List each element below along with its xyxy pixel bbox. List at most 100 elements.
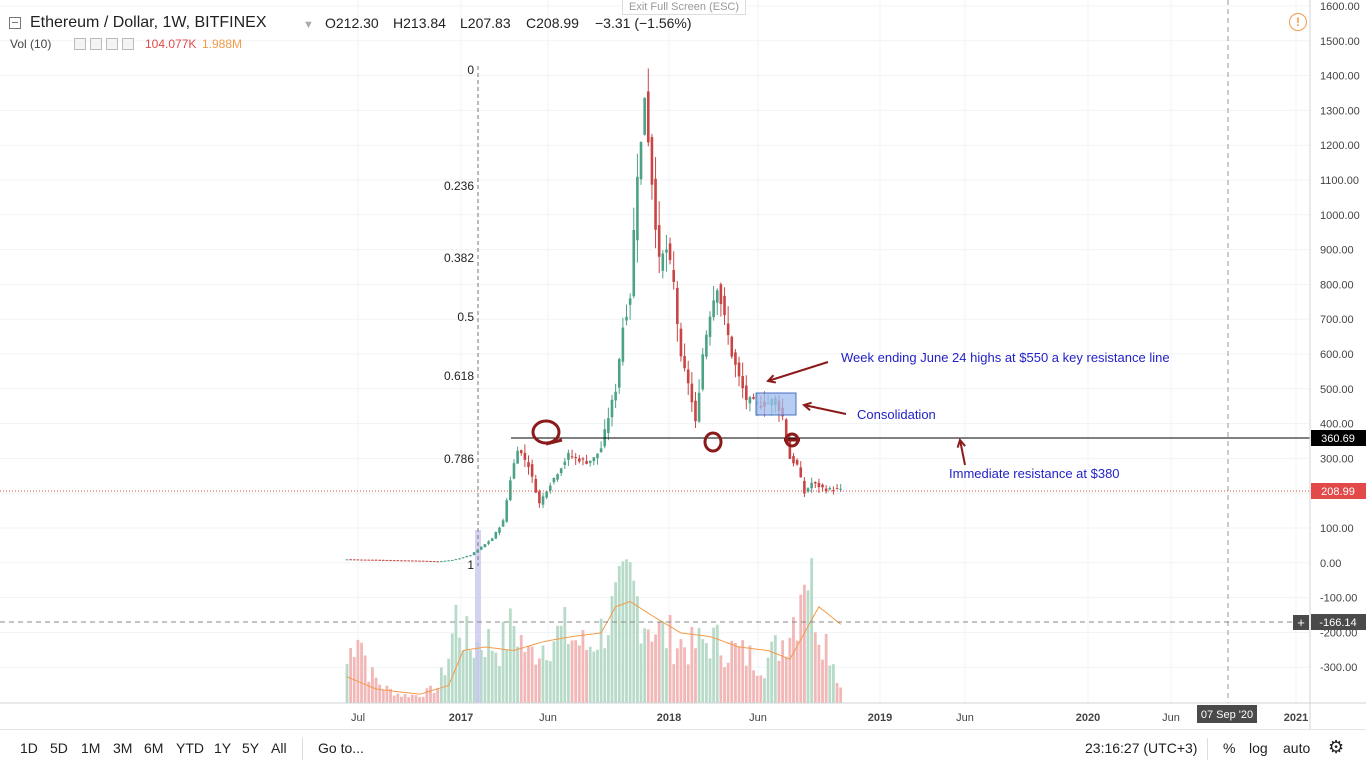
volume-bar <box>508 608 512 703</box>
candle-body <box>636 176 639 241</box>
volume-bar <box>385 685 389 703</box>
candle-body <box>599 448 603 453</box>
volume-bar <box>403 694 407 703</box>
range-1y[interactable]: 1Y <box>214 740 232 756</box>
volume-bar <box>523 652 527 703</box>
candle-body <box>436 561 440 563</box>
plus-icon[interactable] <box>106 38 118 50</box>
volume-bar <box>567 644 570 703</box>
volume-bar <box>400 696 403 703</box>
exit-fullscreen-button[interactable]: Exit Full Screen (ESC) <box>622 0 747 15</box>
volume-bar <box>734 643 737 703</box>
range-5y[interactable]: 5Y <box>242 740 260 756</box>
annotation-arrow-head <box>766 374 777 384</box>
volume-bar <box>817 644 821 703</box>
price-tick-label: -200.00 <box>1320 627 1357 639</box>
log-scale-toggle[interactable]: log <box>1249 740 1268 756</box>
volume-bar <box>679 639 683 703</box>
candle-body <box>480 546 483 550</box>
chart-header: Exit Full Screen (ESC) Ethereum / Dollar… <box>0 0 1307 60</box>
candle-body <box>578 458 581 462</box>
alert-icon[interactable]: ! <box>1289 13 1307 31</box>
candle-body <box>374 559 378 561</box>
price-tick-label: 1200.00 <box>1320 140 1360 152</box>
fibonacci-retracement[interactable]: 0 0.236 0.382 0.5 0.618 0.786 1 <box>444 63 479 572</box>
candle-body <box>676 287 679 325</box>
candle-body <box>516 450 519 464</box>
volume-bar <box>519 634 523 703</box>
volume-bar <box>650 641 654 703</box>
candle-body <box>810 482 813 489</box>
price-tick-label: 1600.00 <box>1320 1 1360 13</box>
candle-body <box>607 418 610 434</box>
range-1m[interactable]: 1M <box>81 740 101 756</box>
symbol-title[interactable]: Ethereum / Dollar, 1W, BITFINEX <box>30 14 267 31</box>
volume-bar <box>697 627 701 703</box>
range-all[interactable]: All <box>271 740 287 756</box>
dropdown-caret-icon[interactable]: ▼ <box>303 19 314 31</box>
volume-bar <box>799 594 803 703</box>
volume-bar <box>701 639 705 703</box>
volume-bar <box>763 678 766 703</box>
candle-body <box>646 91 650 143</box>
candle-body <box>447 560 450 562</box>
volume-bar <box>810 558 814 703</box>
volume-bar <box>690 626 694 703</box>
close-icon[interactable] <box>122 38 134 50</box>
auto-scale-toggle[interactable]: auto <box>1283 740 1311 756</box>
volume-bar <box>585 649 588 703</box>
volume-bar <box>414 695 418 703</box>
price-tick-label: 800.00 <box>1320 279 1354 291</box>
volume-bar <box>421 696 425 703</box>
percent-scale-toggle[interactable]: % <box>1223 740 1236 756</box>
collapse-icon[interactable] <box>9 17 21 29</box>
candle-body <box>378 559 381 561</box>
range-1d[interactable]: 1D <box>20 740 38 756</box>
volume-indicator-label[interactable]: Vol (10) <box>10 37 52 51</box>
range-ytd[interactable]: YTD <box>176 740 204 756</box>
time-tick-label: Jul <box>351 712 365 724</box>
candle-body <box>828 488 832 490</box>
candle-body <box>476 549 479 553</box>
candle-body <box>737 362 741 377</box>
candle-body <box>661 253 665 271</box>
volume-bar <box>356 639 360 703</box>
candle-body <box>559 468 563 474</box>
range-3m[interactable]: 3M <box>113 740 133 756</box>
candle-body <box>723 295 726 316</box>
candle-body <box>418 560 421 562</box>
candle-body <box>803 480 806 494</box>
volume-bar <box>832 664 835 703</box>
volume-bar <box>371 667 374 703</box>
crosshair-plus-glyph: + <box>1297 615 1305 630</box>
price-chart[interactable]: 0 0.236 0.382 0.5 0.618 0.786 1 Week ending Ju… <box>0 0 1366 729</box>
gear-icon[interactable]: ⚙ <box>1328 737 1345 757</box>
bottom-toolbar: 1D 5D 1M 3M 6M YTD 1Y 5Y All Go to... 23… <box>0 729 1366 769</box>
annotations[interactable]: Week ending June 24 highs at $550 a key … <box>0 350 1310 623</box>
volume-bar <box>719 655 723 703</box>
marker-circle <box>703 431 723 453</box>
range-6m[interactable]: 6M <box>144 740 164 756</box>
volume-bar <box>472 657 476 703</box>
range-5d[interactable]: 5D <box>50 740 68 756</box>
volume-bar <box>737 646 741 703</box>
volume-bar <box>505 649 509 703</box>
volume-bar <box>603 648 607 703</box>
volume-bar <box>621 561 625 703</box>
eye-icon[interactable] <box>74 38 86 50</box>
candle-body <box>686 369 690 384</box>
candle-body <box>639 141 643 180</box>
price-axis[interactable]: 1600.001500.001400.001300.001200.001100.… <box>0 0 1366 729</box>
volume-bar <box>646 629 650 703</box>
candle-body <box>592 457 596 462</box>
time-axis[interactable]: Jul 2017 Jun 2018 Jun 2019 Jun 2020 Jun 2021 07 Se… <box>351 705 1308 724</box>
candle-body <box>538 491 541 504</box>
settings-icon[interactable] <box>90 38 102 50</box>
candle-body <box>734 352 737 365</box>
candle-body <box>672 270 675 282</box>
candle-body <box>726 323 730 336</box>
goto-button[interactable]: Go to... <box>318 740 364 756</box>
volume-bar <box>741 640 745 703</box>
volume-bar <box>784 656 788 703</box>
clock-timezone[interactable]: 23:16:27 (UTC+3) <box>1085 740 1198 756</box>
